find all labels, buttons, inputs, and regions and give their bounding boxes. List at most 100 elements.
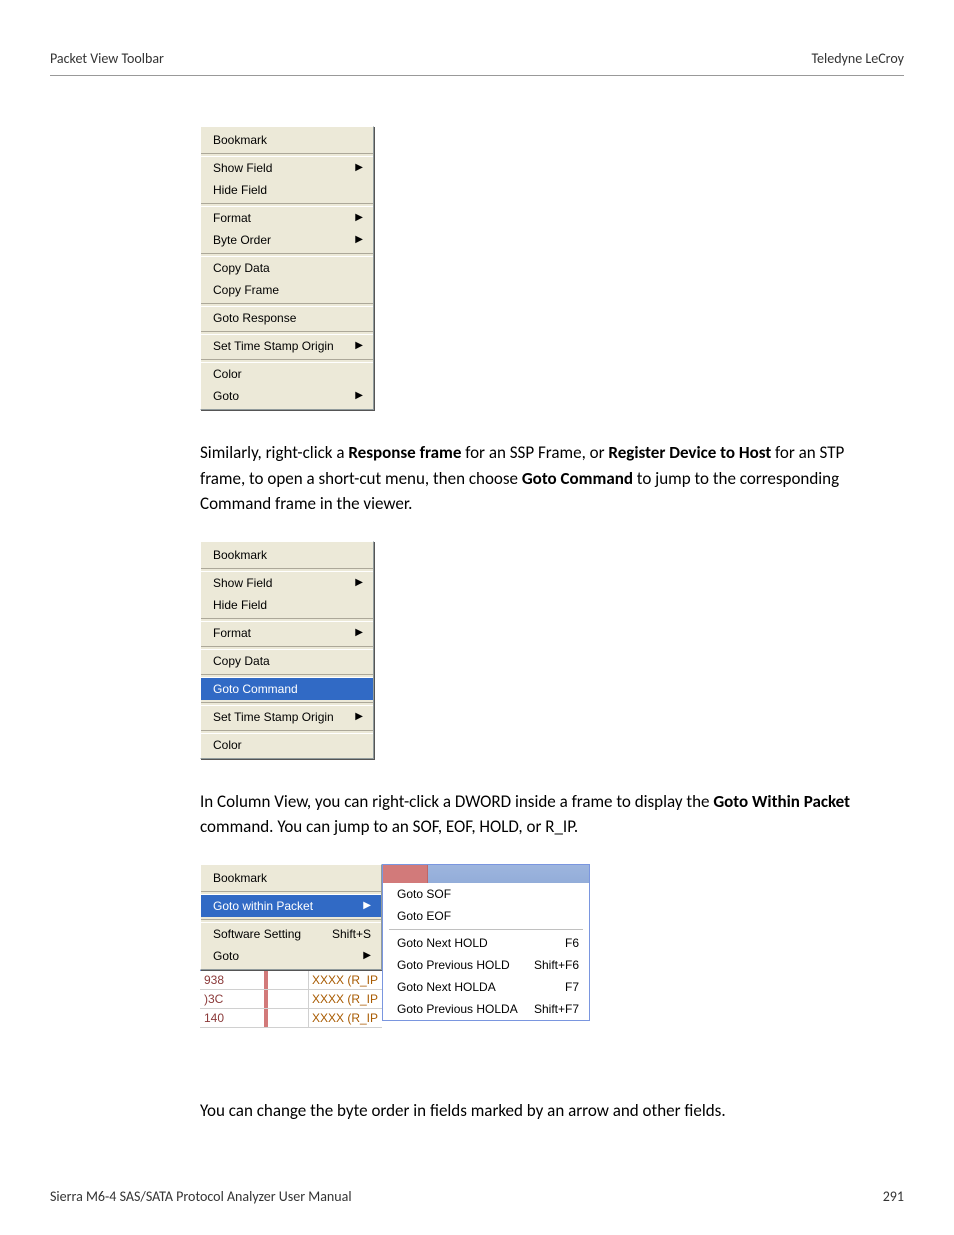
menu-item[interactable]: Goto▶ <box>201 385 373 407</box>
submenu-item-label: Goto Next HOLDA <box>397 978 496 996</box>
context-menu-3: Bookmark Goto within Packet ▶ Software Sett… <box>200 864 382 970</box>
footer-right: 291 <box>883 1188 904 1205</box>
menu-group: ColorGoto▶ <box>201 362 373 407</box>
menu-item-label: Goto Response <box>213 309 296 327</box>
menu-item-label: Goto within Packet <box>213 897 313 915</box>
menu-item[interactable]: Show Field▶ <box>201 157 373 179</box>
data-row-left: 140 <box>200 1009 268 1027</box>
menu-item-label: Set Time Stamp Origin <box>213 708 334 726</box>
menu-item-label: Color <box>213 736 242 754</box>
text: for an SSP Frame, or <box>461 442 608 463</box>
menu-item[interactable]: Goto Response <box>201 307 373 329</box>
menu-item[interactable]: Copy Frame <box>201 279 373 301</box>
data-row-right: XXXX (R_IP <box>309 1009 382 1027</box>
submenu-arrow-icon: ▶ <box>363 947 371 965</box>
menu-item[interactable]: Copy Data <box>201 257 373 279</box>
menu-group: Format▶ Byte Order ▶ <box>201 206 373 254</box>
menu-group: Copy Data <box>201 649 373 675</box>
submenu-item[interactable]: Goto EOF <box>383 905 589 927</box>
menu-group: Bookmark <box>201 867 381 892</box>
text: In Column View, you can right-click a DW… <box>200 791 713 812</box>
submenu-item[interactable]: Goto Previous HOLDShift+F6 <box>383 954 589 976</box>
context-menu-1: BookmarkShow Field▶Hide FieldFormat▶Byte… <box>200 126 374 410</box>
menu-group: Set Time Stamp Origin ▶ <box>201 705 373 731</box>
menu-item-label: Bookmark <box>213 131 267 149</box>
menu-group: Software SettingShift+S Goto ▶ <box>201 922 381 967</box>
submenu-arrow-icon: ▶ <box>355 708 363 726</box>
menu-item-label: Hide Field <box>213 596 267 614</box>
data-row-mid <box>268 971 309 989</box>
menu-item[interactable]: Format▶ <box>201 622 373 644</box>
footer-left: Sierra M6-4 SAS/SATA Protocol Analyzer U… <box>50 1188 352 1205</box>
submenu-group-1: Goto SOF Goto EOF <box>383 883 589 927</box>
menu-group: Show Field ▶ Hide Field <box>201 571 373 619</box>
text-bold: Goto Within Packet <box>713 791 850 812</box>
submenu-item-label: Goto EOF <box>397 907 451 925</box>
data-row: )3C XXXX (R_IP <box>200 990 382 1009</box>
menu-item[interactable]: Hide Field <box>201 594 373 616</box>
menu-group: Show Field▶ Hide Field <box>201 156 373 204</box>
menu-item[interactable]: Bookmark <box>201 867 381 889</box>
menu-item[interactable]: Software SettingShift+S <box>201 923 381 945</box>
menu-item[interactable]: Copy Data <box>201 650 373 672</box>
submenu-item-shortcut: F7 <box>565 978 579 996</box>
submenu-arrow-icon: ▶ <box>355 574 363 592</box>
menu-item-label: Show Field <box>213 574 272 592</box>
menu-group: Copy Data Copy Frame <box>201 256 373 304</box>
menu-item-label: Hide Field <box>213 181 267 199</box>
data-rows: 938XXXX (R_IP)3CXXXX (R_IP140XXXX (R_IP <box>200 970 382 1028</box>
menu-group: Bookmark <box>201 544 373 569</box>
menu-item[interactable]: Show Field ▶ <box>201 572 373 594</box>
submenu-arrow-icon: ▶ <box>355 231 363 249</box>
menu-item[interactable]: Set Time Stamp Origin▶ <box>201 335 373 357</box>
data-row-right: XXXX (R_IP <box>309 990 382 1008</box>
data-row-mid <box>268 990 309 1008</box>
submenu-arrow-icon: ▶ <box>363 897 371 915</box>
submenu-item-shortcut: F6 <box>565 934 579 952</box>
menu-with-submenu: Bookmark Goto within Packet ▶ Software Sett… <box>200 864 854 1028</box>
menu-group: Goto Response <box>201 306 373 332</box>
menu-item-label: Goto Command <box>213 680 298 698</box>
submenu-arrow-icon: ▶ <box>355 159 363 177</box>
menu-group: Goto within Packet ▶ <box>201 894 381 920</box>
page-footer: Sierra M6-4 SAS/SATA Protocol Analyzer U… <box>50 1188 904 1205</box>
text-bold: Response frame <box>348 442 461 463</box>
menu-item[interactable]: Hide Field <box>201 179 373 201</box>
submenu-item[interactable]: Goto Previous HOLDA Shift+F7 <box>383 998 589 1020</box>
submenu-item-label: Goto Previous HOLDA <box>397 1000 518 1018</box>
menu-item-label: Goto <box>213 947 239 965</box>
menu-item[interactable]: Goto ▶ <box>201 945 381 967</box>
menu-item[interactable]: Bookmark <box>201 544 373 566</box>
text: Similarly, right-click a <box>200 442 348 463</box>
menu-group: Format▶ <box>201 621 373 647</box>
context-menu-3-wrap: Bookmark Goto within Packet ▶ Software Sett… <box>200 864 382 1028</box>
text-bold: Goto Command <box>522 468 633 489</box>
submenu-item[interactable]: Goto Next HOLDA F7 <box>383 976 589 998</box>
menu-group: Set Time Stamp Origin▶ <box>201 334 373 360</box>
menu-item-label: Bookmark <box>213 869 267 887</box>
menu-item-label: Byte Order <box>213 231 271 249</box>
submenu-item-shortcut: Shift+F6 <box>534 956 579 974</box>
context-menu-2: BookmarkShow Field▶Hide FieldFormat▶Copy… <box>200 541 374 759</box>
paragraph-3: You can change the byte order in fields … <box>200 1098 854 1124</box>
menu-item[interactable]: Byte Order ▶ <box>201 229 373 251</box>
submenu-item[interactable]: Goto Next HOLD F6 <box>383 932 589 954</box>
submenu-item-shortcut: Shift+F7 <box>534 1000 579 1018</box>
menu-item-label: Format <box>213 624 251 642</box>
data-row-left: )3C <box>200 990 268 1008</box>
menu-item[interactable]: Color <box>201 734 373 756</box>
submenu-item-label: Goto Next HOLD <box>397 934 488 952</box>
menu-item[interactable]: Color <box>201 363 373 385</box>
menu-item[interactable]: Format▶ <box>201 207 373 229</box>
menu-item-label: Copy Data <box>213 259 270 277</box>
submenu-item[interactable]: Goto SOF <box>383 883 589 905</box>
submenu-header-colorbox <box>383 865 428 883</box>
submenu-arrow-icon: ▶ <box>355 337 363 355</box>
menu-item[interactable]: Goto Command <box>201 678 373 700</box>
menu-item-label: Format <box>213 209 251 227</box>
menu-item-shortcut: Shift+S <box>332 925 371 943</box>
menu-item[interactable]: Goto within Packet ▶ <box>201 895 381 917</box>
menu-item[interactable]: Set Time Stamp Origin ▶ <box>201 706 373 728</box>
menu-item[interactable]: Bookmark <box>201 129 373 151</box>
submenu-header <box>383 865 589 883</box>
